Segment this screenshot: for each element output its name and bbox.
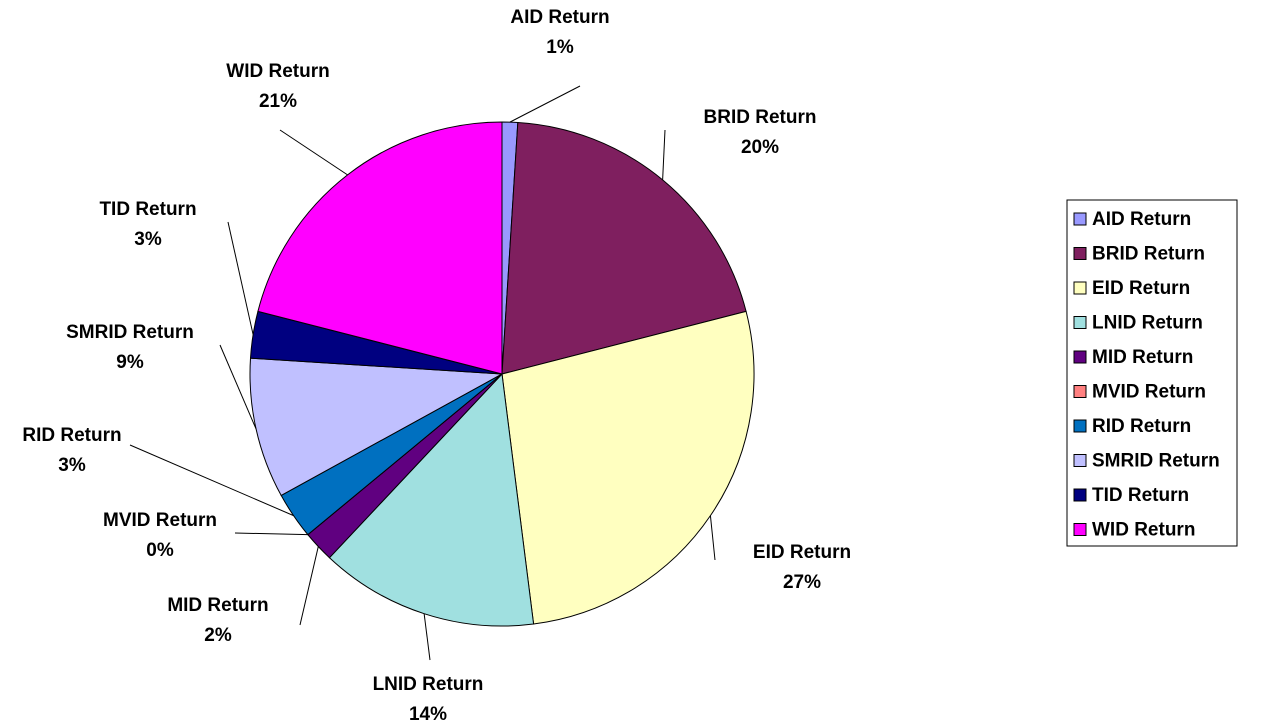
slice-value: 1% bbox=[546, 37, 574, 58]
leader-line bbox=[662, 129, 666, 180]
leader-line bbox=[227, 221, 254, 335]
slice-name: MID Return bbox=[167, 595, 268, 616]
slice-value: 9% bbox=[116, 352, 144, 373]
leader-line bbox=[709, 515, 716, 561]
slice-labels: AID Return 1% BRID Return 20% EID Return 27% L… bbox=[22, 7, 851, 725]
legend-label: AID Return bbox=[1092, 209, 1191, 230]
slice-value: 21% bbox=[259, 91, 297, 112]
legend-swatch bbox=[1073, 316, 1087, 329]
legend-label: MVID Return bbox=[1092, 382, 1206, 403]
slice-value: 2% bbox=[204, 625, 232, 646]
leader-line bbox=[423, 613, 431, 661]
legend-swatch bbox=[1073, 488, 1087, 502]
slice-value: 3% bbox=[58, 455, 86, 476]
slice-name: LNID Return bbox=[373, 674, 484, 695]
legend-label: RID Return bbox=[1092, 416, 1191, 437]
slice-value: 0% bbox=[146, 540, 174, 561]
slice-name: MVID Return bbox=[103, 510, 217, 531]
leader-line bbox=[219, 344, 257, 430]
leader-line bbox=[234, 532, 308, 536]
slice-value: 27% bbox=[783, 572, 821, 593]
legend-label: LNID Return bbox=[1092, 313, 1203, 334]
slice bbox=[328, 372, 535, 627]
slice-name: WID Return bbox=[226, 61, 329, 82]
slice-value: 20% bbox=[741, 137, 779, 158]
leader-line bbox=[509, 85, 581, 123]
slice-value: 14% bbox=[409, 704, 447, 725]
slice-name: TID Return bbox=[99, 199, 196, 220]
legend-swatch bbox=[1073, 281, 1087, 295]
legend-label: TID Return bbox=[1092, 485, 1189, 506]
legend-label: SMRID Return bbox=[1092, 451, 1220, 472]
legend-box bbox=[1066, 199, 1238, 547]
slice-value: 3% bbox=[134, 229, 162, 250]
legend-swatch bbox=[1073, 419, 1087, 433]
slice-name: SMRID Return bbox=[66, 322, 194, 343]
legend-swatch bbox=[1073, 523, 1087, 536]
legend-swatch bbox=[1073, 212, 1087, 226]
slice-name: RID Return bbox=[22, 425, 121, 446]
legend-swatch bbox=[1073, 385, 1087, 398]
slice-name: BRID Return bbox=[704, 107, 817, 128]
legend-swatch bbox=[1073, 247, 1087, 260]
pie bbox=[249, 121, 755, 627]
leader-line bbox=[129, 444, 294, 517]
slice-name: AID Return bbox=[510, 7, 609, 28]
legend-swatch bbox=[1073, 350, 1087, 364]
legend-label: MID Return bbox=[1092, 347, 1193, 368]
legend: AID Return BRID Return EID Return LNID Retu… bbox=[1073, 209, 1220, 541]
slice bbox=[501, 310, 755, 625]
leader-line bbox=[279, 129, 348, 176]
leader-line bbox=[299, 546, 319, 626]
slice bbox=[249, 357, 504, 497]
slice-name: EID Return bbox=[753, 542, 851, 563]
legend-label: BRID Return bbox=[1092, 244, 1205, 265]
legend-label: WID Return bbox=[1092, 520, 1195, 541]
legend-swatch bbox=[1073, 454, 1087, 467]
legend-label: EID Return bbox=[1092, 278, 1190, 299]
